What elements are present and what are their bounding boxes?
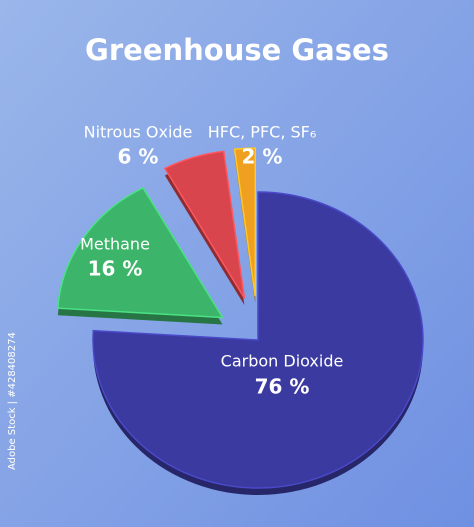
labels: Carbon Dioxide 76 % Methane 16 % Nitrous Oxi…: [80, 123, 343, 399]
chart-title: Greenhouse Gases: [85, 33, 389, 67]
slice-label: Methane: [80, 235, 150, 254]
value-label: 6 %: [118, 145, 159, 169]
pie: [57, 147, 424, 495]
watermark: Adobe Stock | #428408274: [7, 332, 18, 470]
slice: [57, 186, 224, 319]
value-label: 16 %: [88, 257, 143, 281]
value-label: 2 %: [242, 145, 283, 169]
slice: [233, 147, 256, 297]
slice: [92, 191, 424, 489]
slice-label: Nitrous Oxide: [84, 123, 193, 142]
value-label: 76 %: [255, 375, 310, 399]
slice-label: HFC, PFC, SF₆: [208, 123, 317, 142]
slice: [163, 150, 246, 299]
slice-label: Carbon Dioxide: [221, 352, 344, 371]
